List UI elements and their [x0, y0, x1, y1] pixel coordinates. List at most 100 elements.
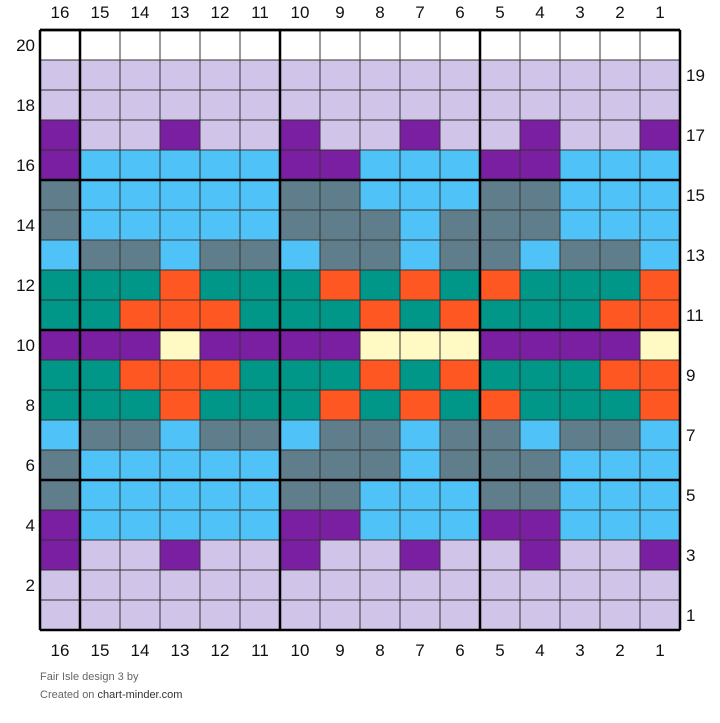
column-label-bottom: 9 — [335, 641, 344, 660]
chart-cell — [199, 509, 241, 541]
chart-cell — [279, 569, 321, 601]
chart-cell — [279, 299, 321, 331]
chart-cell — [639, 299, 681, 331]
chart-cell — [119, 209, 161, 241]
row-label-left: 2 — [26, 576, 35, 595]
chart-cell — [439, 269, 481, 301]
chart-cell — [559, 89, 601, 121]
chart-cell — [239, 509, 281, 541]
chart-cell — [319, 239, 361, 271]
chart-cell — [359, 539, 401, 571]
column-label-top: 15 — [91, 3, 110, 22]
chart-cell — [479, 209, 521, 241]
chart-cell — [319, 89, 361, 121]
chart-cell — [39, 209, 81, 241]
chart-cell — [79, 569, 121, 601]
chart-cell — [559, 119, 601, 151]
chart-cell — [39, 449, 81, 481]
chart-cell — [239, 179, 281, 211]
row-label-right: 17 — [686, 126, 705, 145]
chart-cell — [199, 449, 241, 481]
chart-cell — [239, 29, 281, 61]
chart-cell — [599, 599, 641, 631]
chart-cell — [119, 269, 161, 301]
column-labels-bottom: 16 15 14 13 12 11 10 9 8 7 6 5 4 3 2 1 — [51, 641, 665, 660]
chart-cell — [639, 569, 681, 601]
chart-cell — [319, 599, 361, 631]
chart-cell — [479, 389, 521, 421]
chart-cell — [239, 389, 281, 421]
chart-cell — [159, 149, 201, 181]
chart-cell — [119, 359, 161, 391]
chart-cell — [599, 569, 641, 601]
chart-cell — [39, 119, 81, 151]
chart-cell — [479, 119, 521, 151]
chart-cell — [399, 29, 441, 61]
row-label-right: 1 — [686, 606, 695, 625]
chart-cell — [559, 179, 601, 211]
chart-cell — [199, 359, 241, 391]
row-label-left: 14 — [16, 216, 35, 235]
chart-cell — [559, 269, 601, 301]
chart-cell — [439, 509, 481, 541]
chart-cell — [239, 209, 281, 241]
chart-cell — [279, 539, 321, 571]
chart-cell — [79, 359, 121, 391]
chart-cell — [199, 59, 241, 91]
chart-cell — [79, 419, 121, 451]
column-label-top: 5 — [495, 3, 504, 22]
chart-cell — [439, 119, 481, 151]
chart-cell — [279, 359, 321, 391]
chart-cell — [79, 149, 121, 181]
chart-cell — [439, 539, 481, 571]
chart-cell — [199, 329, 241, 361]
chart-cell — [79, 89, 121, 121]
chart-cell — [199, 269, 241, 301]
chart-cell — [319, 389, 361, 421]
chart-cell — [119, 179, 161, 211]
chart-cell — [319, 359, 361, 391]
chart-cell — [399, 449, 441, 481]
chart-cell — [559, 59, 601, 91]
chart-cell — [159, 209, 201, 241]
chart-cell — [279, 419, 321, 451]
chart-cell — [519, 179, 561, 211]
column-label-bottom: 16 — [51, 641, 70, 660]
chart-cell — [559, 479, 601, 511]
chart-cell — [39, 269, 81, 301]
chart-cell — [399, 209, 441, 241]
chart-cell — [599, 389, 641, 421]
chart-cell — [519, 299, 561, 331]
chart-cell — [519, 539, 561, 571]
chart-cell — [199, 209, 241, 241]
column-label-bottom: 5 — [495, 641, 504, 660]
chart-cell — [599, 119, 641, 151]
chart-cell — [159, 419, 201, 451]
chart-cell — [199, 89, 241, 121]
caption-site-link[interactable]: chart-minder.com — [97, 689, 183, 701]
chart-cell — [319, 479, 361, 511]
chart-cell — [199, 29, 241, 61]
chart-cell — [159, 269, 201, 301]
chart-cell — [359, 179, 401, 211]
chart-cell — [239, 599, 281, 631]
chart-cell — [559, 449, 601, 481]
chart-cell — [519, 599, 561, 631]
chart-cell — [399, 299, 441, 331]
chart-cell — [79, 179, 121, 211]
chart-cell — [639, 269, 681, 301]
column-label-bottom: 13 — [171, 641, 190, 660]
chart-cell — [119, 59, 161, 91]
chart-cell — [639, 599, 681, 631]
chart-cell — [239, 449, 281, 481]
chart-cell — [319, 509, 361, 541]
chart-cell — [319, 539, 361, 571]
chart-cell — [39, 359, 81, 391]
chart-cell — [559, 419, 601, 451]
chart-cell — [359, 299, 401, 331]
chart-cell — [559, 329, 601, 361]
chart-cell — [559, 149, 601, 181]
chart-cell — [479, 539, 521, 571]
chart-cell — [199, 539, 241, 571]
row-label-right: 3 — [686, 546, 695, 565]
